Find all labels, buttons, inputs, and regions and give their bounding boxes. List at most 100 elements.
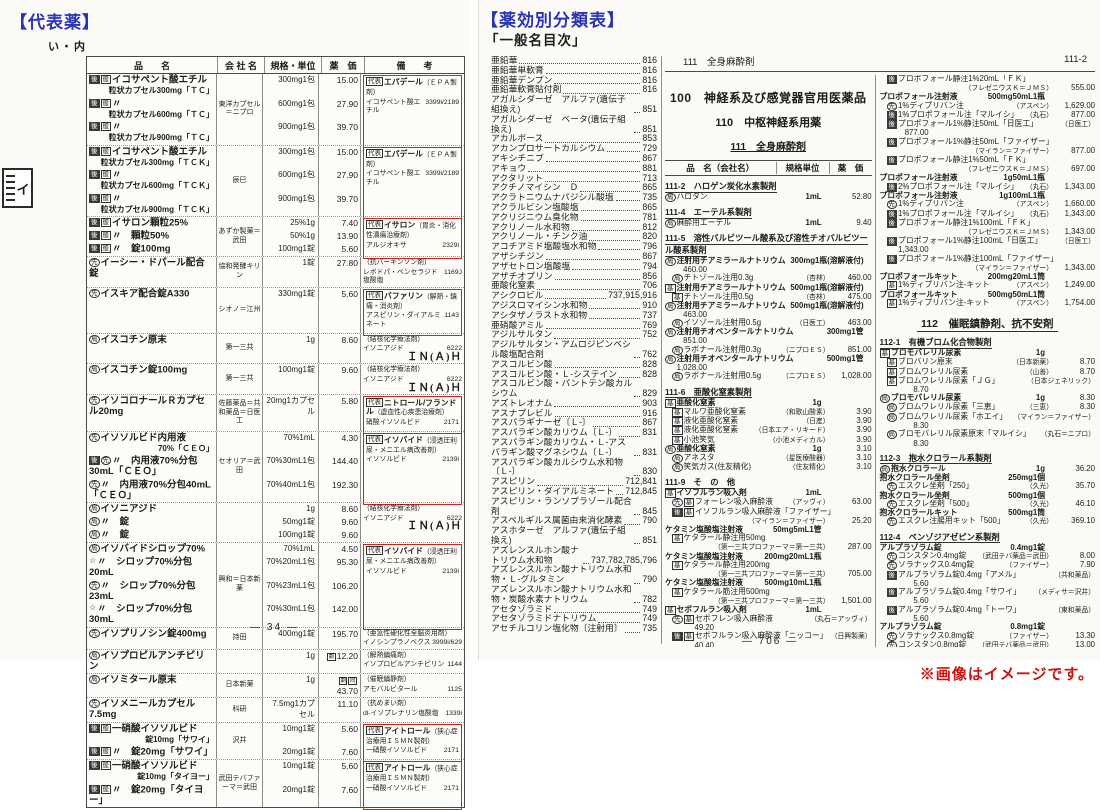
drug-list-item: 局ラボナール注射用0.3g （ニプロＥＳ） 851.00 [665, 345, 872, 355]
drug-list-item: 後アルプラゾラム錠0.4mg「サワイ」 （メディサ＝沢井） 5.60 [880, 587, 1095, 606]
index-entry: アズレンスルホン酸ナトリウム水和物・炭酸水素ナトリウム 782 [491, 584, 657, 605]
remark-note: （催眠鎮静剤） アモバルビタール 1125 [363, 675, 462, 694]
drug-list-price: 1,249.00 [1064, 280, 1095, 290]
rep-drug-name: アイトロール [384, 726, 431, 736]
remarks-cell: （抗パーキンソン剤） レボドパ・ベンセラジド塩酸塩 1169J [361, 257, 464, 287]
index-entry-page: 735 [642, 623, 657, 634]
index-entry: アセタゾラミドナトリウム 749 [491, 614, 657, 624]
drug-list-name: ケタミン塩酸塩注射液 [665, 578, 743, 588]
price-cell: 5.60 [319, 243, 361, 256]
index-entry-name: アクラトニウムナパジシル酸塩 [491, 192, 614, 203]
marker-局: 局 [89, 517, 100, 526]
index-dot-leader [589, 308, 641, 310]
drug-list-item: 後 2%プロポフォール注「マルイシ」 （丸石） 1,343.00 [880, 181, 1095, 192]
index-entry-page: 712,845 [625, 486, 657, 497]
drug-list-company: （杏林） [802, 293, 830, 301]
drug-list-company: （東和薬品） [1054, 606, 1095, 614]
drug-list-item: 局注射用チアミラールナトリウム 300mg1瓶(溶解液付) 460.00 [665, 256, 872, 274]
index-entry-name: アズトレオナム [491, 397, 553, 408]
drug-list-company: （日医工） [795, 320, 830, 328]
index-entry-name: アスナプレビル [491, 407, 553, 418]
remarks-cell: （抗めまい剤） dl-イソプレナリン塩酸塩 1339i [361, 698, 464, 722]
drug-list-item: ケタミン塩酸塩注射液 500mg10mL1瓶 [665, 578, 872, 588]
index-entry-name: アジスロマイシン水和物 [491, 299, 588, 310]
remark-generic-name: 一硝酸イソソルビド [366, 747, 428, 755]
marker-☆: ☆ [89, 603, 97, 612]
index-dot-leader [598, 249, 641, 251]
remarks-cell: 代表 イソバイド（浸透圧利尿・メニエル病改善剤） イソソルビド 2139i [361, 543, 464, 630]
drug-list-item: 局イソゾール注射用0.5g （日医工） 463.00 [665, 318, 872, 329]
drug-list-name: 注射用チアミラールナトリウム [676, 256, 786, 265]
running-head-left: 111 全身麻酔剤 [683, 57, 755, 68]
representative-drug-box: 代表 イソバイド（浸透圧利尿・メニエル病改善剤） イソソルビド 2139i [363, 544, 462, 630]
remark-line1: 代表 イソバイド（浸透圧利尿・メニエル病改善剤） [366, 546, 459, 567]
index-dot-leader [554, 415, 641, 417]
drug-list-price: 8.30 [913, 421, 929, 431]
index-dot-leader [545, 259, 641, 261]
index-entry: アスパラギナーゼ〔Ｌ-〕 867 [491, 418, 657, 428]
group-heading-text: 112 催眠鎮静剤、抗不安剤 [917, 318, 1058, 333]
table-row-group: 後般イコサペント酸エチル 粒状カプセル300mg「ＴＣＫ」 300mg1包 15.00… [87, 144, 464, 219]
marker-般: 般 [100, 761, 111, 771]
drug-list-company: （武田テバ薬品＝武田） [978, 641, 1053, 647]
index-entry-name: アセタゾラミド [491, 603, 553, 614]
price-cell: 7.60 [319, 746, 361, 760]
marker-先: 先 [886, 551, 898, 561]
drug-list-name: エスクレ坐剤「500」 [898, 498, 974, 508]
marker-局: 局 [879, 464, 891, 474]
remark-generic-line: 硝酸イソソルビド 2171 [366, 419, 459, 428]
running-head-right: 111-2 [1064, 54, 1087, 65]
drug-list-item: 先 1%ディプリバン注 （アスペン） 1,660.00 [880, 199, 1095, 210]
index-entry-page: 790 [642, 515, 657, 526]
remark-category: （亜急性硬化性全脳炎用剤） [363, 629, 452, 637]
marker-後: 後 [886, 156, 898, 166]
drug-list-company: （日本新薬） [1012, 359, 1053, 367]
right-page-subtitle: 「一般名目次」 [485, 33, 587, 48]
section-heading-text: 111-4 エーテル系製剤 [665, 207, 752, 219]
marker-局: 局 [89, 530, 100, 539]
index-entry-name: アセタゾラミドナトリウム [491, 613, 597, 624]
drug-list-item: 先コンスタン0.4mg錠 （武田テバ薬品＝武田） 8.00 [880, 551, 1095, 561]
index-entry-page: 735 [642, 192, 657, 203]
remark-code: 2171 [443, 747, 459, 755]
index-dot-leader [563, 92, 641, 94]
index-entry: アクチノマイシン Ｄ 865 [491, 183, 657, 193]
drug-list-price: 40.40 [694, 640, 714, 647]
drug-list-item: 局笑気ガス(住友精化) （住友精化） 3.10 [665, 462, 872, 473]
remark-line1: （結核化学療法剤） [363, 504, 462, 514]
remark-category: （結核化学療法剤） [363, 335, 425, 343]
drug-list-item: 局チトゾール注用0.3g （杏林） 460.00 [665, 273, 872, 284]
index-entry-page: 812 [642, 221, 657, 232]
drug-list-item: ケタミン塩酸塩注射液 200mg20mL1瓶 [665, 552, 872, 561]
drug-list-name: エスクレ注腸用キット「500」 [898, 516, 1005, 526]
drug-list-item: 基亜酸化窒素 1g [665, 398, 872, 408]
index-dot-leader [634, 396, 641, 398]
index-entry-name: 亜硝酸アミル [491, 319, 544, 330]
drug-list-name: 抱水クロラール [891, 463, 946, 473]
index-entry-name: 亜鉛華単軟膏 [491, 64, 544, 75]
index-entry-page: 712,841 [625, 476, 657, 487]
drug-list-item: 抱水クロラール坐剤 250mg1個 [880, 473, 1095, 482]
left-page: 【代表薬】 い・内 イ 品 名 会 社 名 規格・単位 薬 価 備 考 後般イコ… [0, 0, 470, 810]
drug-name-cell: 後般〃 錠20mg「サワイ」 [87, 746, 217, 760]
drug-list-name: 2%プロポフォール注「マルイシ」 [898, 181, 1019, 191]
spec-cell: 70%40mL1包 [263, 478, 319, 502]
remarks-cell: 代表 エパデール（ＥＰＡ製剤） イコサペント酸エチル 3399i/2189 [361, 146, 464, 219]
drug-list-price: 3.90 [856, 406, 872, 416]
drug-list-spec: 500mg1管 [826, 354, 864, 364]
price-cell: 27.90 [319, 97, 361, 121]
spec-cell: 100mg1錠 [263, 243, 319, 256]
section-heading: 111-9 そ の 他 [665, 476, 872, 489]
drug-list-price: 3.90 [856, 434, 872, 444]
drug-list-company: （丸石） [1025, 210, 1053, 218]
index-entry-name: アスピリン・ダイアルミネート [491, 486, 615, 497]
drug-list-name: 麻酔用エーテル [676, 218, 732, 227]
col-header-remarks: 備 考 [396, 60, 433, 71]
drug-list-item: 局アネスタ （星医療酸器） 3.10 [665, 453, 872, 463]
classification-col1-body: 111-2 ハロゲン炭化水素製剤局ハロタン 1mL 52.80 111-4 エーテル系… [665, 180, 872, 647]
drug-list-price: 1,343.00 [1064, 208, 1095, 218]
drug-list-company: （武田テバ薬品＝武田） [978, 552, 1053, 560]
table-row-group: 先イーシー・ドパール配合錠 1錠 27.80 協和発酵キリン （抗パーキンソン剤） レボド… [87, 256, 464, 287]
index-entry-page: 781 [642, 211, 657, 222]
price-value: 39.70 [336, 122, 358, 132]
